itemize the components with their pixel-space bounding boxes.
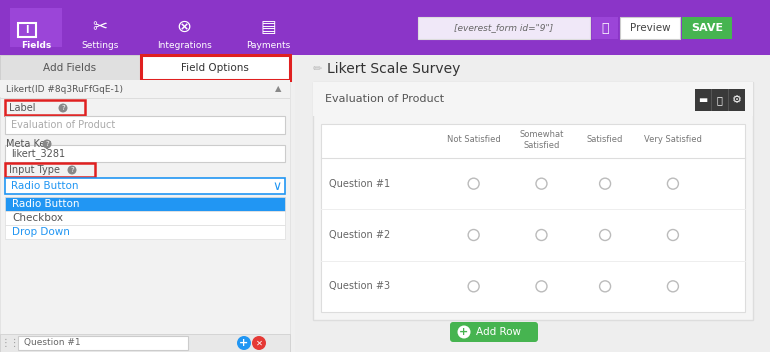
Circle shape — [237, 336, 251, 350]
Bar — [5, 163, 95, 177]
Bar — [10, 8, 62, 47]
Text: Question #2: Question #2 — [329, 230, 390, 240]
Text: ⚙: ⚙ — [732, 95, 742, 105]
Text: ?: ? — [45, 141, 49, 147]
Text: ▬: ▬ — [698, 95, 708, 105]
Circle shape — [600, 178, 611, 189]
Bar — [295, 55, 770, 352]
Bar — [18, 336, 188, 350]
Text: Likert(ID #8q3RuFfGqE-1): Likert(ID #8q3RuFfGqE-1) — [6, 84, 123, 94]
Bar — [5, 211, 285, 225]
Bar — [18, 23, 36, 37]
Text: ⋮⋮: ⋮⋮ — [0, 338, 20, 348]
Text: ?: ? — [70, 167, 74, 173]
Bar — [0, 55, 290, 80]
Circle shape — [536, 281, 547, 292]
Bar — [5, 225, 285, 239]
Circle shape — [68, 165, 76, 175]
Text: 📋: 📋 — [601, 21, 609, 34]
Text: Label: Label — [9, 103, 35, 113]
Circle shape — [600, 281, 611, 292]
Bar — [5, 100, 85, 115]
Circle shape — [536, 178, 547, 189]
Text: ✏: ✏ — [313, 64, 323, 74]
Text: Not Satisfied: Not Satisfied — [447, 136, 500, 145]
Text: Meta Key: Meta Key — [6, 139, 51, 149]
Text: I: I — [25, 25, 28, 35]
Text: likert_3281: likert_3281 — [11, 149, 65, 159]
Text: Evaluation of Product: Evaluation of Product — [325, 94, 444, 104]
Circle shape — [668, 230, 678, 240]
Bar — [620, 17, 680, 39]
Text: ⬜: ⬜ — [716, 95, 722, 105]
Text: Question #1: Question #1 — [329, 179, 390, 189]
Text: +: + — [460, 327, 469, 337]
Text: ▤: ▤ — [260, 18, 276, 36]
Bar — [313, 82, 753, 320]
Bar — [5, 197, 285, 211]
Circle shape — [457, 326, 470, 339]
Bar — [711, 89, 712, 111]
Circle shape — [668, 281, 678, 292]
Text: [everest_form id="9"]: [everest_form id="9"] — [454, 24, 554, 32]
Text: Input Type: Input Type — [9, 165, 60, 175]
Text: Fields: Fields — [21, 42, 51, 50]
Bar — [0, 55, 290, 352]
Text: Question #1: Question #1 — [24, 339, 81, 347]
Circle shape — [668, 178, 678, 189]
Text: Question #3: Question #3 — [329, 281, 390, 291]
Circle shape — [468, 281, 479, 292]
Bar — [0, 98, 290, 99]
Text: ∨: ∨ — [273, 180, 282, 193]
Text: SAVE: SAVE — [691, 23, 723, 33]
Text: ?: ? — [61, 105, 65, 111]
Text: Radio Button: Radio Button — [12, 199, 79, 209]
Circle shape — [59, 103, 68, 113]
Text: ✂: ✂ — [92, 18, 108, 36]
Text: Preview: Preview — [630, 23, 671, 33]
Bar — [313, 82, 753, 116]
Bar — [0, 55, 140, 80]
Bar — [0, 80, 290, 97]
Text: Field Options: Field Options — [181, 63, 249, 73]
Text: Likert Scale Survey: Likert Scale Survey — [327, 62, 460, 76]
Circle shape — [536, 230, 547, 240]
Text: Radio Button: Radio Button — [11, 181, 79, 191]
Bar — [592, 17, 618, 39]
Text: Checkbox: Checkbox — [12, 213, 63, 223]
Circle shape — [600, 230, 611, 240]
Text: ⊗: ⊗ — [176, 18, 192, 36]
Text: +: + — [239, 338, 249, 348]
Circle shape — [468, 230, 479, 240]
Text: Add Row: Add Row — [476, 327, 521, 337]
Bar — [418, 17, 590, 39]
Text: Very Satisfied: Very Satisfied — [644, 136, 702, 145]
Bar — [141, 55, 290, 80]
Text: ✕: ✕ — [256, 339, 263, 347]
Text: ▲: ▲ — [275, 84, 281, 94]
Bar — [5, 145, 285, 162]
Text: Settings: Settings — [82, 40, 119, 50]
Bar — [682, 17, 732, 39]
Text: Evaluation of Product: Evaluation of Product — [11, 120, 115, 130]
Bar — [695, 89, 745, 111]
Text: Add Fields: Add Fields — [43, 63, 96, 73]
Bar — [321, 124, 745, 312]
Text: Drop Down: Drop Down — [12, 227, 70, 237]
Text: Satisfied: Satisfied — [587, 136, 623, 145]
Bar — [5, 116, 285, 134]
Text: Payments: Payments — [246, 40, 290, 50]
Circle shape — [42, 139, 52, 149]
Circle shape — [252, 336, 266, 350]
Bar — [0, 334, 290, 352]
Circle shape — [468, 178, 479, 189]
Bar — [5, 178, 285, 194]
Bar — [728, 89, 729, 111]
Bar — [0, 0, 770, 55]
Text: Integrations: Integrations — [156, 40, 212, 50]
Text: Somewhat
Satisfied: Somewhat Satisfied — [519, 130, 564, 150]
FancyBboxPatch shape — [450, 322, 538, 342]
